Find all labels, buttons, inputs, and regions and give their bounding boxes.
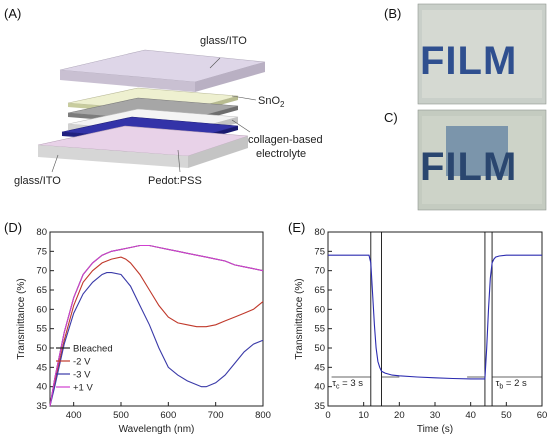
switching-ytick-label: 50 bbox=[314, 343, 325, 354]
switching-xtick-label: 30 bbox=[430, 410, 441, 421]
electrolyte-label-line1: collagen-based bbox=[248, 134, 323, 146]
spectrum-ytick-label: 50 bbox=[36, 343, 47, 354]
spectrum-ylabel: Transmittance (%) bbox=[16, 278, 27, 359]
panel-label-e: (E) bbox=[288, 220, 305, 235]
switching-ytick-label: 80 bbox=[314, 227, 325, 238]
spectrum-ytick-label: 80 bbox=[36, 227, 47, 238]
switching-ytick-label: 70 bbox=[314, 266, 325, 277]
sno2-label: SnO2 bbox=[258, 95, 285, 109]
switching-ytick-label: 35 bbox=[314, 401, 325, 412]
legend-label: Bleached bbox=[73, 344, 113, 355]
switching-xlabel: Time (s) bbox=[417, 424, 453, 435]
photo-colored: FILM bbox=[417, 109, 547, 211]
switching-chart: 0 10 20 30 40 50 60 35 40 45 50 55 60 65 70 75 80 Time (s… bbox=[294, 227, 547, 435]
panel-label-b: (B) bbox=[384, 6, 401, 21]
panel-label-c: C) bbox=[384, 110, 398, 125]
spectrum-chart: 400 500 600 700 800 35 40 45 50 55 60 65 70 75 80 Wavel… bbox=[16, 227, 271, 435]
switching-xtick-label: 40 bbox=[465, 410, 476, 421]
switching-xtick-label: 20 bbox=[394, 410, 405, 421]
legend-label: -2 V bbox=[73, 357, 91, 368]
spectrum-ytick-label: 35 bbox=[36, 401, 47, 412]
panel-label-d: (D) bbox=[4, 220, 22, 235]
spectrum-xtick-label: 700 bbox=[208, 410, 224, 421]
switching-series-line-0 bbox=[328, 254, 542, 380]
switching-xtick-label: 60 bbox=[537, 410, 548, 421]
switching-ytick-label: 75 bbox=[314, 246, 325, 257]
bottom-glass-label: glass/ITO bbox=[14, 175, 61, 187]
photo-colored-text: FILM bbox=[420, 145, 517, 189]
spectrum-series-line-1 bbox=[49, 256, 264, 407]
spectrum-xtick-label: 500 bbox=[113, 410, 129, 421]
switching-ytick-label: 45 bbox=[314, 362, 325, 373]
spectrum-xtick-label: 600 bbox=[160, 410, 176, 421]
spectrum-ytick-label: 65 bbox=[36, 285, 47, 296]
spectrum-xtick-label: 400 bbox=[66, 410, 82, 421]
top-glass-layer bbox=[59, 49, 266, 92]
photo-bleached: FILM bbox=[417, 3, 547, 105]
spectrum-xtick-label: 800 bbox=[255, 410, 271, 421]
spectrum-ytick-label: 75 bbox=[36, 246, 47, 257]
bottom-glass-layer bbox=[37, 125, 249, 168]
switching-ytick-label: 40 bbox=[314, 382, 325, 393]
spectrum-frame bbox=[49, 231, 264, 407]
legend-label: -3 V bbox=[73, 370, 91, 381]
switching-xtick-label: 50 bbox=[501, 410, 512, 421]
switching-ytick-label: 55 bbox=[314, 324, 325, 335]
spectrum-series-line-3 bbox=[49, 244, 264, 407]
panel-label-a: (A) bbox=[4, 6, 21, 21]
spectrum-ytick-label: 60 bbox=[36, 304, 47, 315]
spectrum-series-line-2 bbox=[49, 272, 264, 407]
spectrum-ytick-label: 40 bbox=[36, 382, 47, 393]
top-glass-label: glass/ITO bbox=[200, 35, 247, 47]
switching-ytick-label: 60 bbox=[314, 304, 325, 315]
switching-ylabel: Transmittance (%) bbox=[294, 278, 305, 359]
photo-bleached-text: FILM bbox=[420, 39, 517, 83]
pedot-label: Pedot:PSS bbox=[148, 175, 202, 187]
tau-c-annotation: τc = 3 s bbox=[332, 378, 363, 391]
switching-xtick-label: 10 bbox=[358, 410, 369, 421]
switching-xtick-label: 0 bbox=[325, 410, 330, 421]
spectrum-xlabel: Wavelength (nm) bbox=[119, 424, 195, 435]
spectrum-ytick-label: 55 bbox=[36, 324, 47, 335]
electrolyte-label-line2: electrolyte bbox=[256, 148, 306, 160]
device-stack: glass/ITO SnO2 collagen-based electrolyt… bbox=[14, 35, 323, 187]
spectrum-ytick-label: 45 bbox=[36, 362, 47, 373]
tau-b-annotation: τb = 2 s bbox=[496, 378, 527, 391]
legend-label: +1 V bbox=[73, 383, 93, 394]
spectrum-ytick-label: 70 bbox=[36, 266, 47, 277]
switching-ytick-label: 65 bbox=[314, 285, 325, 296]
